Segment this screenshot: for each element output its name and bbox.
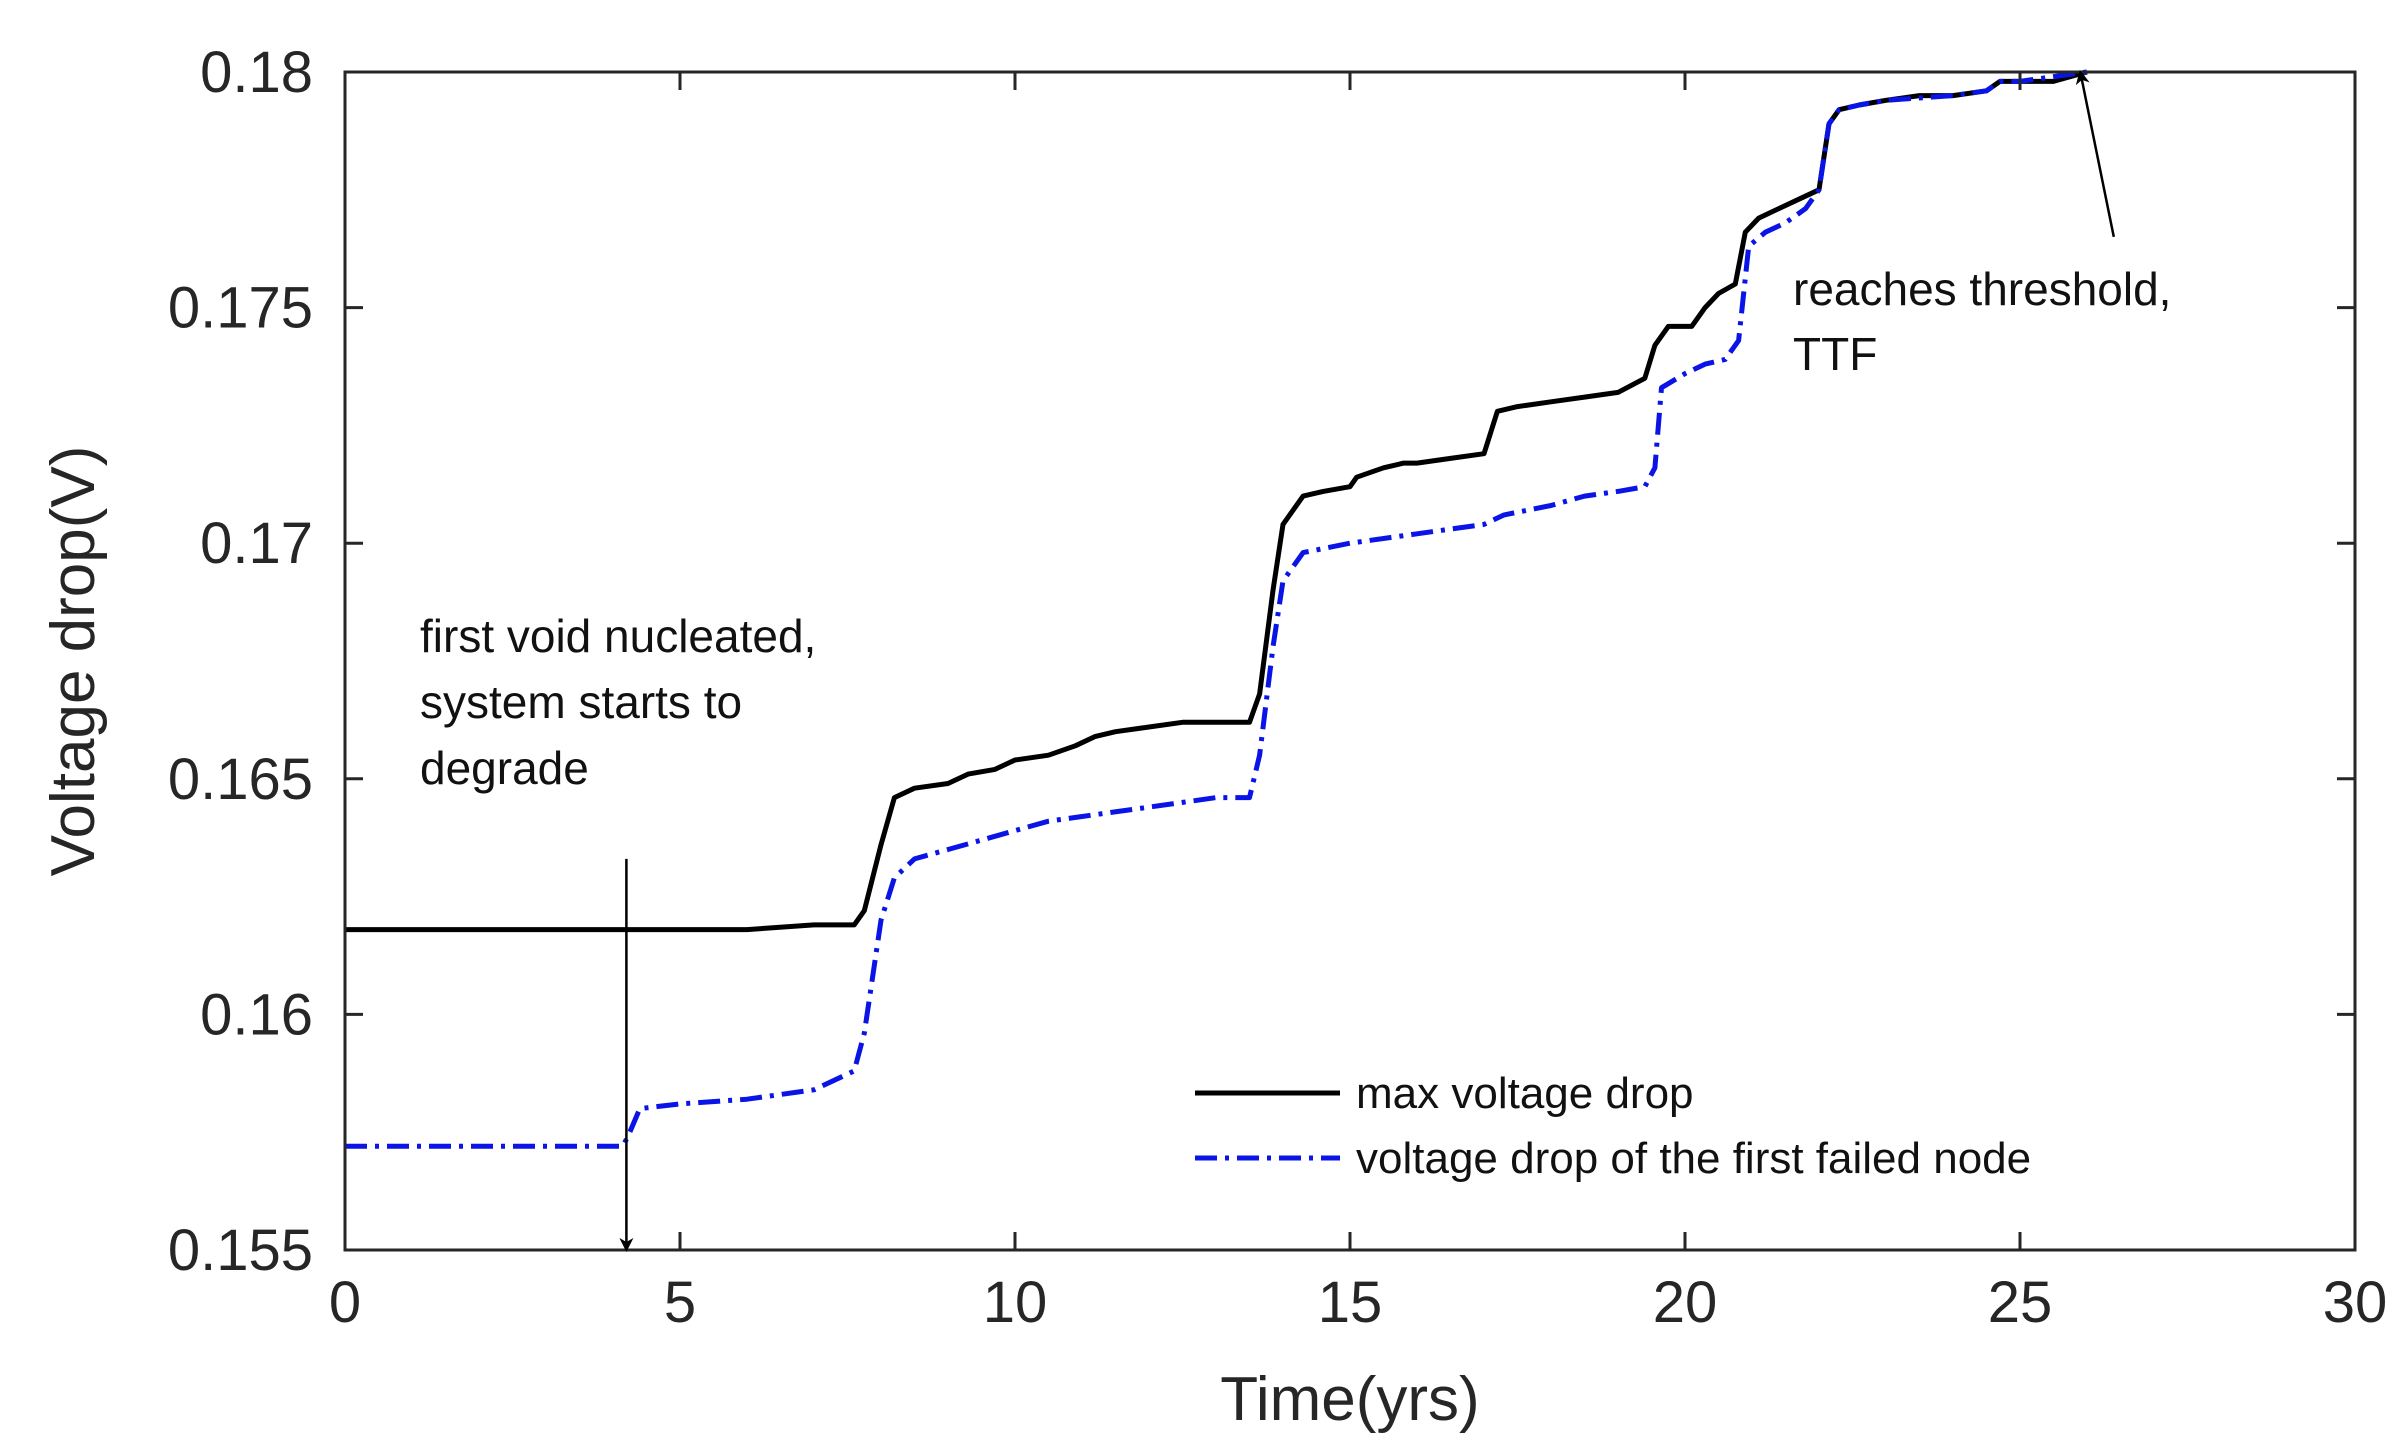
x-tick-label: 20 [1653,1270,1718,1335]
annotation-ttf-line-1: reaches threshold, [1793,263,2171,315]
x-tick-label: 30 [2323,1270,2388,1335]
x-axis-title: Time(yrs) [1220,1365,1479,1434]
annotation-void-line-3: degrade [420,742,589,794]
legend-box [1185,1058,2215,1198]
annotation-void-line-2: system starts to [420,676,742,728]
annotation-layer: first void nucleated, system starts to d… [420,70,2171,1252]
annotation-arrow-1 [2075,70,2116,238]
legend-label-max-voltage: max voltage drop [1356,1069,1694,1118]
y-tick-label: 0.16 [200,982,313,1047]
legend-label-first-failed-node: voltage drop of the first failed node [1356,1134,2031,1183]
annotation-void-line-1: first void nucleated, [420,610,816,662]
x-tick-label: 25 [1988,1270,2053,1335]
annotation-ttf-line-2: TTF [1793,328,1877,380]
y-tick-label: 0.155 [168,1218,313,1283]
y-tick-label: 0.18 [200,40,313,105]
x-tick-label: 0 [329,1270,361,1335]
series-line-1 [345,69,2088,1149]
x-tick-label: 10 [983,1270,1048,1335]
y-tick-labels: 0.155 0.16 0.165 0.17 0.175 0.18 [168,40,313,1283]
y-tick-label: 0.165 [168,747,313,812]
y-tick-label: 0.17 [200,511,313,576]
legend: max voltage drop voltage drop of the fir… [1185,1058,2215,1198]
x-tick-label: 15 [1318,1270,1383,1335]
series-line-0 [345,69,2088,933]
ticks-layer [343,70,2357,1252]
y-axis-title: Voltage drop(V) [39,446,108,877]
y-tick-label: 0.175 [168,276,313,341]
x-tick-label: 5 [664,1270,696,1335]
series-layer [345,69,2088,1149]
x-tick-labels: 0 5 10 15 20 25 30 [329,1270,2387,1335]
